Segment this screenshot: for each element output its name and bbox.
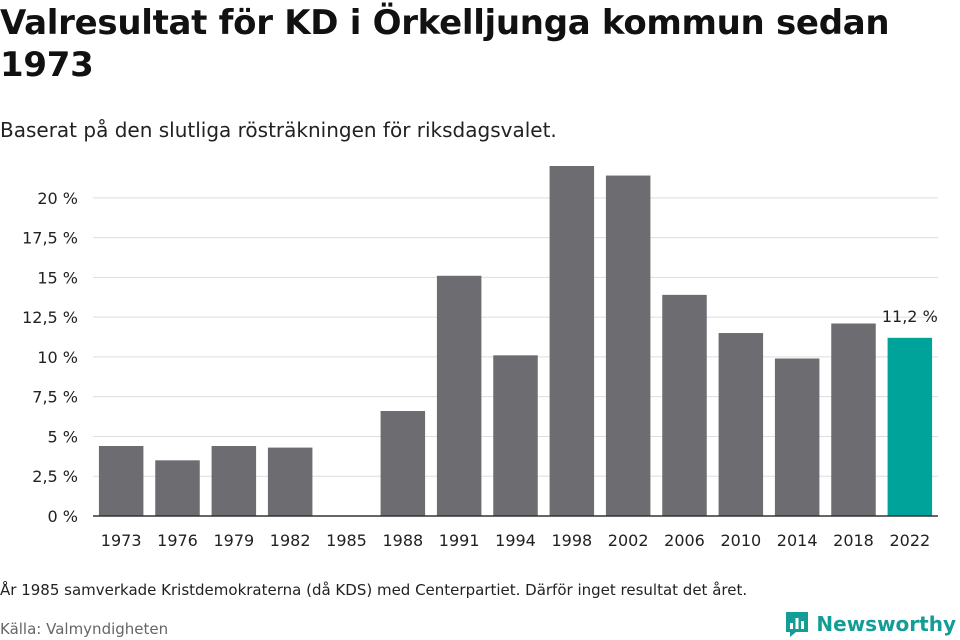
newsworthy-logo: Newsworthy: [784, 610, 956, 638]
bar-chart: 0 % 2,5 % 5 % 7,5 % 10 % 12,5 % 15 % 17,5 % 20 %…: [22, 166, 938, 550]
y-tick-label: 10 %: [37, 348, 78, 367]
bar-1982: [267, 447, 313, 516]
x-tick-label: 1994: [495, 531, 536, 550]
x-tick-label: 1979: [213, 531, 254, 550]
x-tick-label: 1988: [382, 531, 423, 550]
source-note: Källa: Valmyndigheten: [0, 620, 169, 638]
x-axis-labels: 1973 1976 1979 1982 1985 1988 1991 1994 1998 2002…: [101, 531, 930, 550]
y-tick-label: 20 %: [37, 189, 78, 208]
chart-title: Valresultat för KD i Örkelljunga kommun …: [0, 3, 890, 85]
data-label: 11,2 %: [882, 307, 938, 326]
x-tick-label: 1982: [270, 531, 311, 550]
bar-1979: [211, 446, 257, 516]
footnote: År 1985 samverkade Kristdemokraterna (då…: [0, 581, 748, 599]
y-tick-label: 12,5 %: [22, 308, 78, 327]
bars: [98, 166, 933, 516]
x-tick-label: 1991: [439, 531, 480, 550]
bar-1994: [493, 355, 538, 516]
newsworthy-logo-icon: [786, 612, 809, 637]
x-tick-label: 1998: [551, 531, 592, 550]
bar-2018: [831, 323, 876, 516]
y-axis-labels: 0 % 2,5 % 5 % 7,5 % 10 % 12,5 % 15 % 17,5 % 20 %: [22, 189, 78, 526]
y-tick-label: 17,5 %: [22, 229, 78, 248]
bar-2014: [774, 358, 820, 516]
data-labels: 11,2 %: [882, 307, 938, 326]
bar-1991: [436, 275, 482, 516]
bar-2002: [605, 175, 651, 516]
x-tick-label: 2010: [720, 531, 761, 550]
x-tick-label: 2022: [889, 531, 930, 550]
brand-name: Newsworthy: [816, 612, 956, 636]
bar-2022: [887, 337, 933, 516]
bar-1973: [98, 446, 144, 516]
x-tick-label: 1985: [326, 531, 367, 550]
bar-1988: [380, 411, 426, 516]
x-tick-label: 2018: [833, 531, 874, 550]
x-tick-label: 2006: [664, 531, 705, 550]
x-tick-label: 2014: [777, 531, 818, 550]
y-tick-label: 2,5 %: [32, 467, 78, 486]
bar-1976: [155, 460, 200, 516]
y-tick-label: 7,5 %: [32, 388, 78, 407]
y-tick-label: 15 %: [37, 268, 78, 287]
bar-2010: [718, 333, 764, 516]
x-tick-label: 2002: [608, 531, 649, 550]
x-tick-label: 1973: [101, 531, 142, 550]
x-tick-label: 1976: [157, 531, 198, 550]
bar-2006: [662, 294, 707, 516]
chart-subtitle: Baserat på den slutliga rösträkningen fö…: [0, 118, 557, 142]
y-tick-label: 5 %: [48, 427, 78, 446]
bar-1998: [549, 166, 595, 516]
y-tick-label: 0 %: [48, 507, 78, 526]
